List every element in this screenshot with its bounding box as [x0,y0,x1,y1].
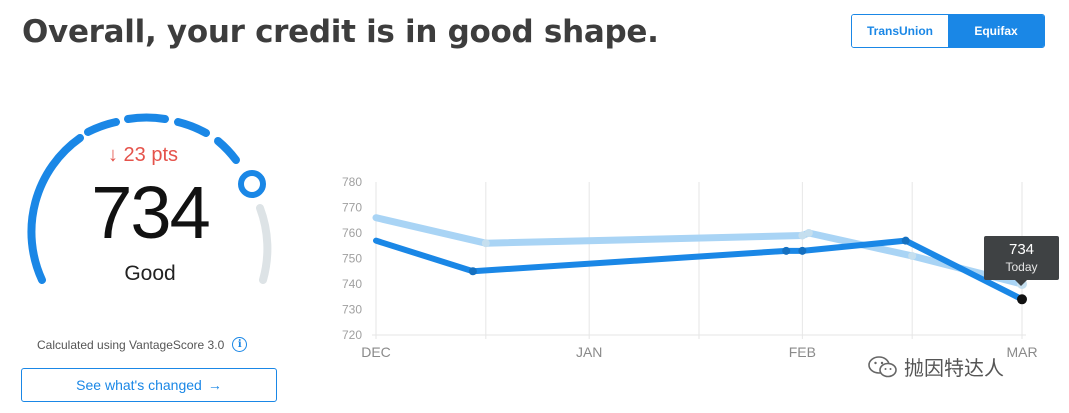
x-tick-label: MAR [1006,344,1037,360]
tooltip-label: Today [1005,260,1038,274]
watermark: 抛因特达人 [868,352,1004,381]
credit-score: 734 [91,171,210,254]
score-change: ↓ 23 pts [108,144,179,166]
y-tick-label: 760 [342,226,362,240]
gauge-arc [27,113,272,284]
gauge-dash [84,118,120,136]
gauge-dash [214,137,240,164]
x-tick-label: FEB [789,344,816,360]
see-whats-changed-label: See what's changed [76,377,202,393]
data-point [1017,294,1027,305]
transunion-tab[interactable]: TransUnion [852,15,948,47]
data-point [798,231,807,240]
data-point [798,246,807,255]
gauge-dash [174,118,210,137]
y-tick-label: 770 [342,201,362,215]
info-icon[interactable]: i [232,337,248,352]
score-history-chart: 780 770 760 750 740 730 720 DEC JAN FEB MAR [320,170,1060,370]
data-point [782,246,791,255]
gauge-dash [124,113,169,123]
page-title: Overall, your credit is in good shape. [22,14,659,50]
gauge-track [256,204,272,284]
data-point [481,239,490,248]
data-point [908,251,917,260]
equifax-tab[interactable]: Equifax [948,15,1044,47]
chart-canvas: 780 770 760 750 740 730 720 DEC JAN FEB MAR [342,175,1038,360]
today-tooltip: 734 Today [984,236,1059,286]
score-rating: Good [124,262,176,285]
data-point [901,236,910,245]
gauge-fill [27,134,84,284]
score-model-note: Calculated using VantageScore 3.0 i [37,337,248,352]
series-line [373,237,1025,303]
tooltip-value: 734 [1008,241,1035,258]
data-point [804,229,813,237]
y-tick-label: 750 [342,252,362,266]
x-tick-label: DEC [361,344,391,360]
arrow-right-icon: → [207,377,222,393]
y-tick-label: 740 [342,277,362,291]
see-whats-changed-button[interactable]: See what's changed → [21,368,277,402]
data-point [468,267,477,276]
score-gauge: ↓ 23 pts 734 Good [20,108,280,308]
bureau-toggle: TransUnion Equifax [851,14,1045,48]
gauge-handle [238,170,266,198]
watermark-text: 抛因特达人 [904,356,1004,380]
wechat-icon [868,355,897,377]
y-tick-label: 730 [342,303,362,317]
x-tick-label: JAN [576,344,602,360]
y-tick-label: 720 [342,328,362,342]
y-tick-label: 780 [342,175,362,189]
score-model-text: Calculated using VantageScore 3.0 [37,337,225,352]
